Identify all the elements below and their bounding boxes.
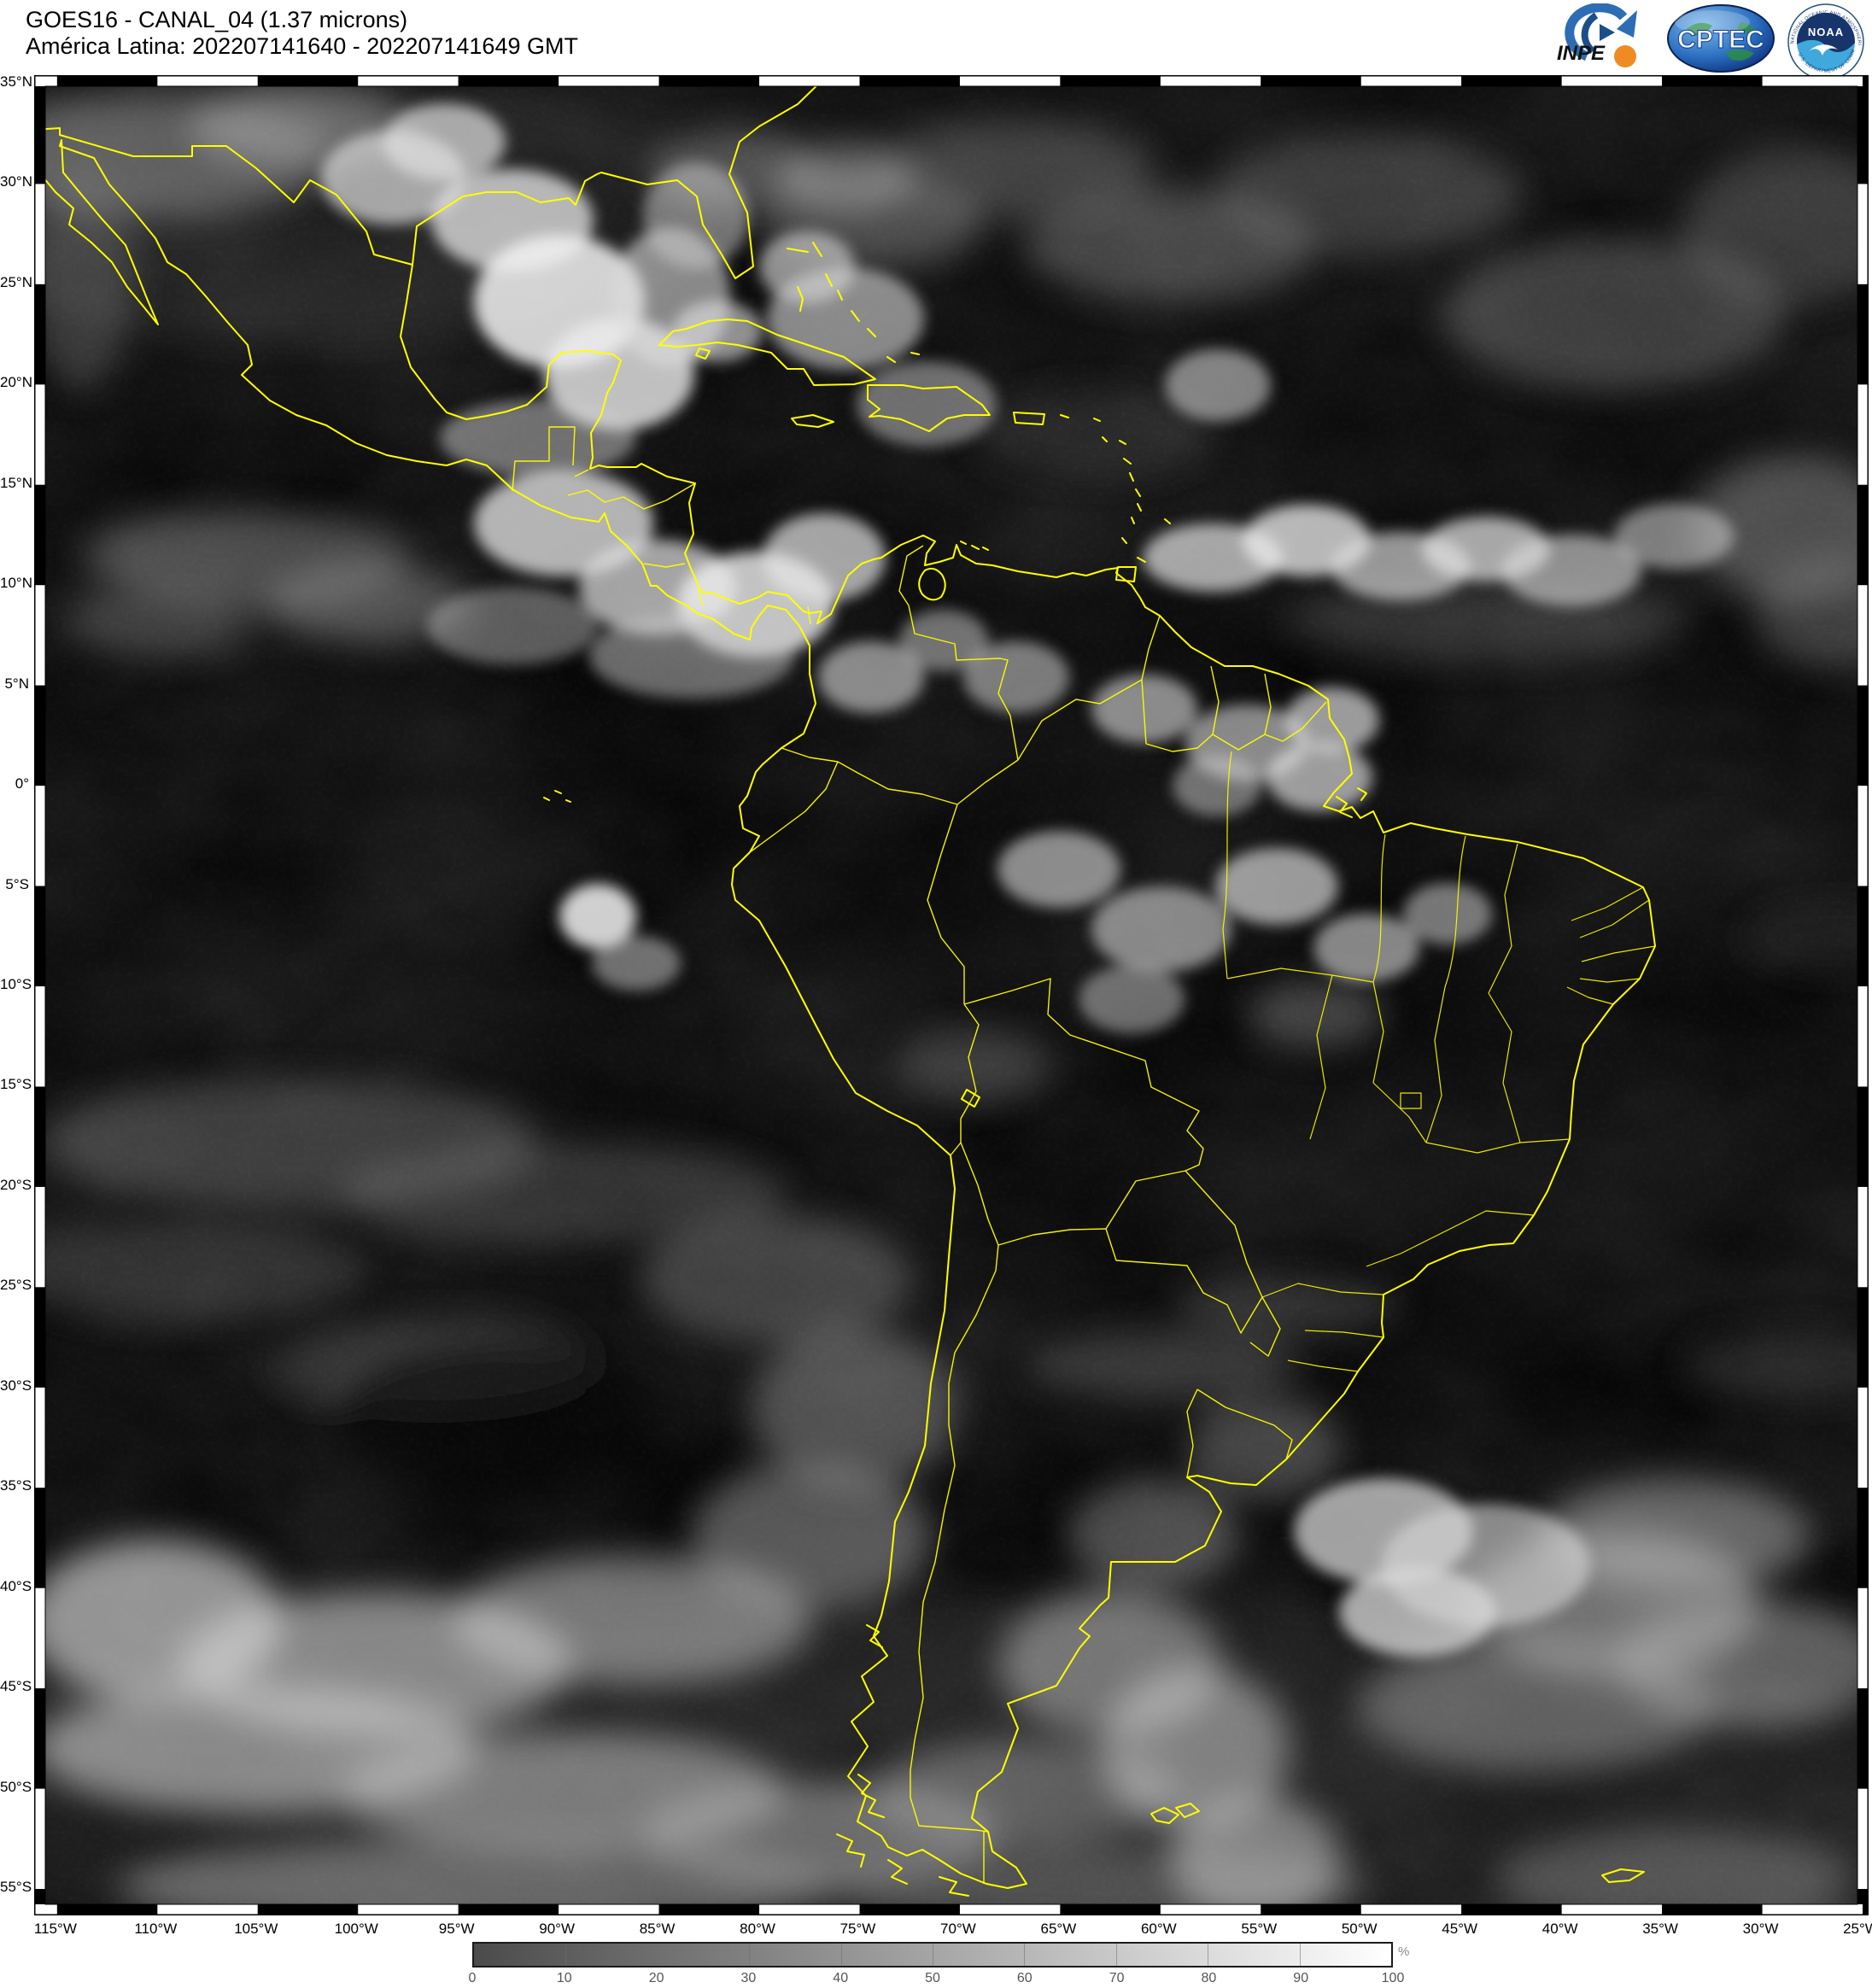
lon-tick-label: 110°W — [134, 1921, 178, 1937]
colorbar-separator — [1299, 1944, 1301, 1966]
colorbar-separator — [749, 1944, 751, 1966]
lat-tick-label: 30°S — [0, 1377, 32, 1394]
colorbar-tick-label: 80 — [1201, 1971, 1217, 1985]
lon-tick-label: 70°W — [940, 1921, 976, 1937]
sensor-grain — [34, 75, 1869, 1915]
lat-tick-label: 30°N — [0, 173, 32, 190]
cptec-continent — [1725, 50, 1754, 61]
colorbar — [472, 1942, 1393, 1968]
colorbar-tick-label: 60 — [1016, 1971, 1033, 1985]
lat-tick-label: 55°S — [0, 1879, 32, 1896]
colorbar-tick-label: 10 — [556, 1971, 572, 1985]
lon-tick-label: 85°W — [639, 1921, 676, 1937]
lon-tick-label: 60°W — [1140, 1921, 1177, 1937]
noaa-sky — [1797, 13, 1855, 52]
colorbar-tick-label: 20 — [648, 1971, 664, 1985]
lat-tick-label: 20°N — [0, 374, 32, 391]
inpe-wordmark: INPE — [1557, 42, 1606, 65]
lon-tick-label: 50°W — [1341, 1921, 1378, 1937]
inpe-swoosh — [1565, 3, 1628, 61]
satellite-map — [34, 75, 1869, 1915]
inpe-inner-arrowhead — [1600, 24, 1615, 41]
inpe-arrowhead — [1617, 10, 1637, 38]
map-frame-inner-line — [44, 85, 1858, 1905]
lat-tick-label: 5°N — [4, 675, 29, 692]
lon-tick-label: 30°W — [1742, 1921, 1779, 1937]
product-title: GOES16 - CANAL_04 (1.37 microns) — [26, 7, 408, 32]
lon-tick-label: 40°W — [1541, 1921, 1578, 1937]
colorbar-tick-label: 100 — [1381, 1971, 1405, 1985]
lat-tick-label: 5°S — [5, 875, 29, 892]
lat-tick-label: 45°S — [0, 1678, 32, 1695]
country-borders — [512, 426, 1327, 1884]
map-frame — [34, 75, 1869, 1915]
lat-tick-label: 0° — [15, 775, 29, 792]
lat-tick-label: 35°N — [0, 73, 32, 90]
noaa-wordmark: NOAA — [1808, 26, 1844, 38]
lat-tick-label: 25°S — [0, 1277, 32, 1294]
colorbar-separator — [1024, 1944, 1026, 1966]
lat-tick-label: 15°N — [0, 474, 32, 491]
lon-tick-label: 105°W — [234, 1921, 278, 1937]
colorbar-unit-label: % — [1398, 1944, 1410, 1959]
colorbar-tick-label: 70 — [1109, 1971, 1125, 1985]
lat-tick-label: 35°S — [0, 1477, 32, 1494]
lat-tick-label: 40°S — [0, 1577, 32, 1594]
lon-tick-label: 90°W — [539, 1921, 576, 1937]
lon-tick-label: 75°W — [839, 1921, 876, 1937]
inpe-logo: INPE — [1557, 3, 1637, 67]
colorbar-separator — [1115, 1944, 1117, 1966]
lon-tick-label: 45°W — [1442, 1921, 1478, 1937]
noaa-seagull-icon — [1809, 44, 1838, 56]
lon-tick-label: 100°W — [334, 1921, 378, 1937]
lon-tick-label: 65°W — [1040, 1921, 1077, 1937]
lat-tick-label: 50°S — [0, 1778, 32, 1795]
cptec-continent — [1737, 22, 1756, 34]
map-frame-outer-line — [34, 75, 1869, 1915]
product-time-range: América Latina: 202207141640 - 202207141… — [26, 33, 578, 59]
lat-tick-label: 15°S — [0, 1076, 32, 1093]
lat-tick-label: 10°N — [0, 575, 32, 592]
cptec-continent — [1687, 22, 1712, 36]
inpe-orange-dot — [1614, 45, 1636, 67]
lon-tick-label: 115°W — [33, 1921, 77, 1937]
noaa-logo: NOAA NATIONAL OCEANIC AND ATMOSPHERIC AD… — [1783, 3, 1864, 80]
colorbar-tick-label: 50 — [925, 1971, 940, 1985]
cptec-wordmark: CPTEC — [1677, 26, 1764, 54]
colorbar-separator — [840, 1944, 842, 1966]
lat-tick-label: 25°N — [0, 273, 32, 290]
colorbar-tick-label: 30 — [740, 1971, 757, 1985]
colorbar-separator — [565, 1944, 567, 1966]
colorbar-tick-label: 90 — [1293, 1971, 1309, 1985]
inpe-inner-swoosh — [1581, 12, 1599, 55]
lon-tick-label: 55°W — [1241, 1921, 1278, 1937]
lon-tick-label: 95°W — [438, 1921, 475, 1937]
lon-tick-label: 25°W — [1843, 1921, 1872, 1937]
lon-tick-label: 80°W — [740, 1921, 775, 1937]
lon-tick-label: 35°W — [1642, 1921, 1678, 1937]
cptec-gloss — [1675, 10, 1750, 34]
lat-tick-label: 10°S — [0, 976, 32, 993]
colorbar-tick-label: 40 — [833, 1971, 849, 1985]
colorbar-tick-label: 0 — [468, 1971, 477, 1985]
state-borders — [1222, 751, 1656, 1372]
lat-tick-label: 20°S — [0, 1176, 32, 1193]
cptec-logo: CPTEC — [1667, 4, 1775, 73]
title-block: GOES16 - CANAL_04 (1.37 microns) América… — [26, 7, 578, 60]
